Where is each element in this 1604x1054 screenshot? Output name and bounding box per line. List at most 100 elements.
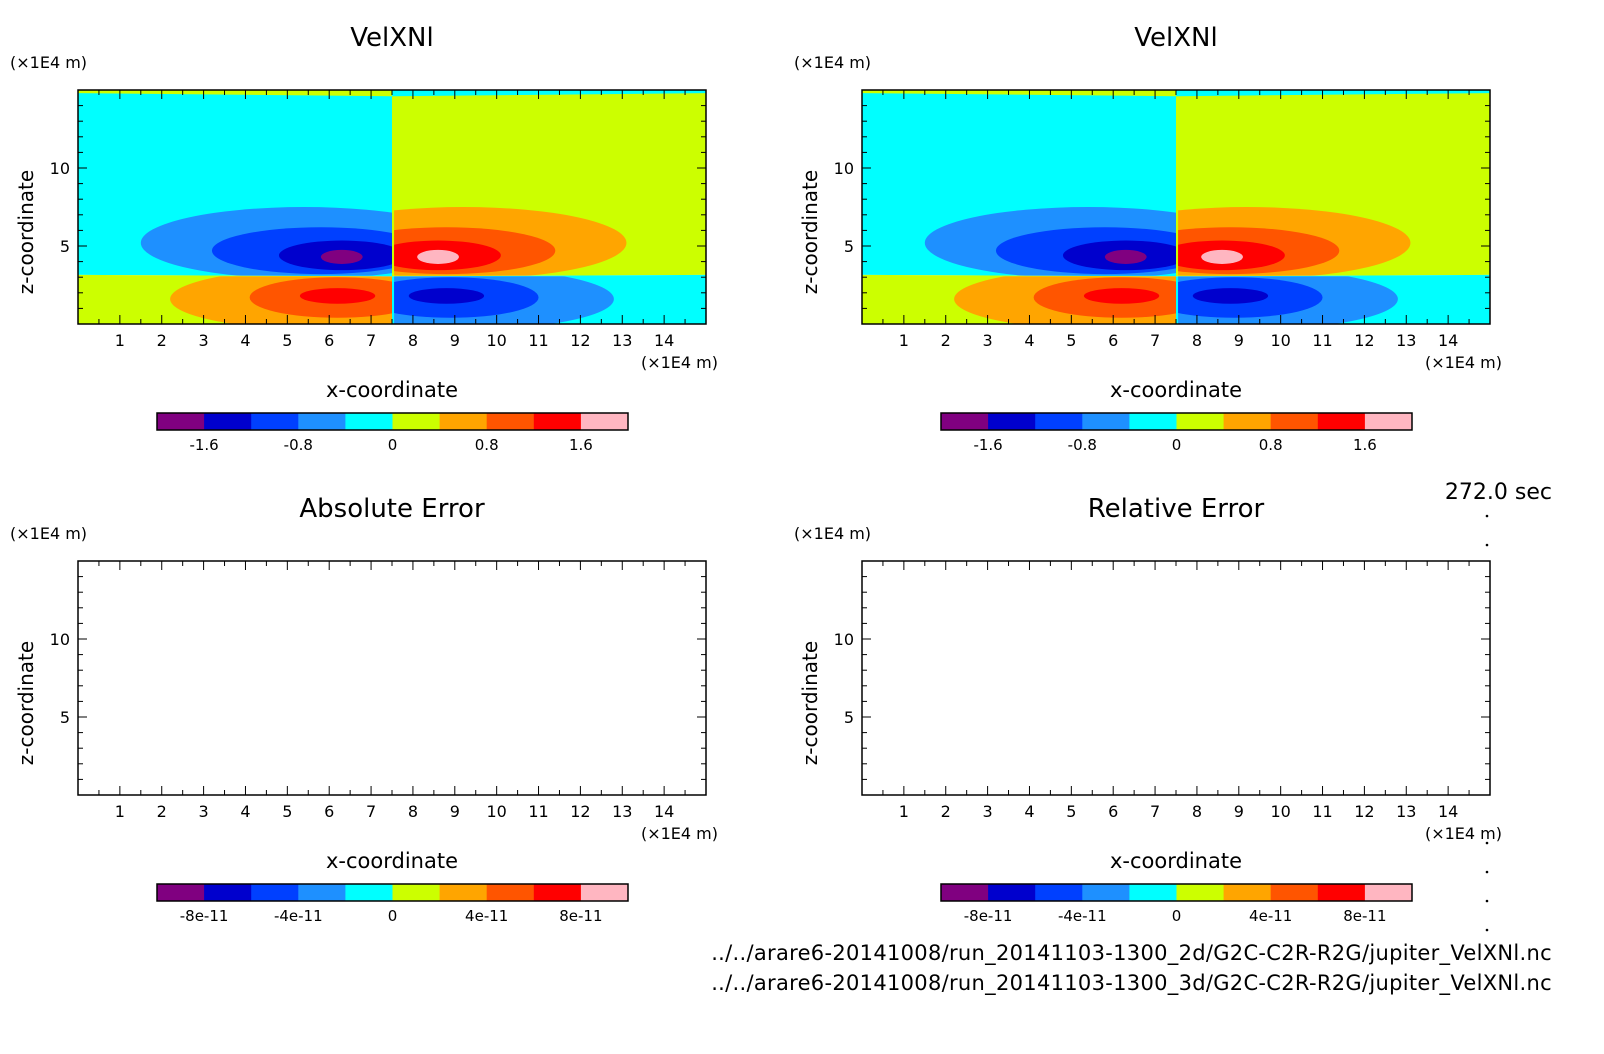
plot-frame <box>77 560 707 796</box>
x-tick-label: 8 <box>1192 331 1202 350</box>
x-tick-label: 1 <box>899 331 909 350</box>
x-tick-label: 7 <box>1150 331 1160 350</box>
margin-dot <box>1485 841 1489 845</box>
contour-level <box>1201 249 1243 264</box>
colorbar-frame <box>940 883 1413 902</box>
colorbar-tick-label: 1.6 <box>569 436 593 454</box>
colorbar-swatch <box>1035 413 1083 430</box>
colorbar-swatch <box>439 413 488 430</box>
y-tick-label: 5 <box>60 237 70 256</box>
colorbar-tick-label: 8e-11 <box>559 907 602 925</box>
colorbar-swatch <box>988 884 1036 901</box>
chart-panel-3: Absolute Error(×1E4 m)1 2 3 4 5 6 7 8 9 10 11 12 13 1… <box>10 494 718 925</box>
colorbar-tick-label: 0 <box>388 907 398 925</box>
y-tick-label: 10 <box>834 159 854 178</box>
contour-level <box>417 249 459 264</box>
colorbar-swatch <box>392 413 441 430</box>
y-axis-label: z-coordinate <box>14 170 38 294</box>
chart-title: VelXNl <box>350 23 433 53</box>
colorbar-swatch <box>941 884 989 901</box>
x-tick-label: 3 <box>983 802 993 821</box>
margin-dot <box>1485 899 1489 903</box>
region-top-strip-left <box>78 90 392 97</box>
x-tick-label: 10 <box>1270 331 1290 350</box>
y-tick-label: 10 <box>50 630 70 649</box>
colorbar-tick-label: -0.8 <box>1068 436 1097 454</box>
colorbar-swatch <box>439 884 488 901</box>
x-tick-label: 13 <box>1396 802 1416 821</box>
colorbar-swatch <box>1129 413 1177 430</box>
x-tick-label: 9 <box>450 802 460 821</box>
y-tick-label: 5 <box>844 708 854 727</box>
region-top-strip-right <box>392 90 706 97</box>
colorbar-tick-label: 4e-11 <box>1249 907 1292 925</box>
contour-level <box>320 249 363 264</box>
colorbar-tick-label: -1.6 <box>973 436 1002 454</box>
chart-panel-4: Relative Error(×1E4 m)1 2 3 4 5 6 7 8 9 10 11 12 13 1… <box>794 494 1502 925</box>
y-axis-label: z-coordinate <box>14 641 38 765</box>
y-tick-label: 10 <box>50 159 70 178</box>
x-tick-label: 9 <box>1234 331 1244 350</box>
x-tick-label: 1 <box>115 802 125 821</box>
colorbar: -8e-11 -4e-11 0 4e-11 8e-11 <box>940 883 1413 925</box>
x-tick-label: 12 <box>570 802 590 821</box>
colorbar: -8e-11 -4e-11 0 4e-11 8e-11 <box>156 883 629 925</box>
x-tick-label: 8 <box>1192 802 1202 821</box>
colorbar-swatch <box>988 413 1036 430</box>
margin-dot <box>1485 870 1489 874</box>
x-tick-label: 5 <box>1066 331 1076 350</box>
colorbar-tick-label: -4e-11 <box>1058 907 1107 925</box>
colorbar-tick-label: 0.8 <box>1259 436 1283 454</box>
footer-file-3d: ../../arare6-20141008/run_20141103-1300_… <box>711 971 1552 995</box>
x-unit-label: (×1E4 m) <box>641 353 718 372</box>
y-unit-label: (×1E4 m) <box>794 53 871 72</box>
colorbar-frame <box>156 412 629 431</box>
x-tick-label: 1 <box>899 802 909 821</box>
x-tick-label: 7 <box>366 802 376 821</box>
colorbar-tick-label: 1.6 <box>1353 436 1377 454</box>
colorbar-swatch <box>345 884 393 901</box>
colorbar-swatch <box>298 884 346 901</box>
colorbar-swatch <box>157 884 205 901</box>
footer-file-2d: ../../arare6-20141008/run_20141103-1300_… <box>711 941 1552 965</box>
x-tick-label: 12 <box>1354 802 1374 821</box>
colorbar-tick-label: -4e-11 <box>274 907 323 925</box>
x-tick-label: 7 <box>366 331 376 350</box>
x-tick-label: 2 <box>157 331 167 350</box>
x-tick-label: 10 <box>486 802 506 821</box>
x-tick-label: 14 <box>1438 331 1458 350</box>
colorbar-tick-label: 8e-11 <box>1343 907 1386 925</box>
colorbar-tick-label: 0 <box>388 436 398 454</box>
x-tick-label: 6 <box>324 802 334 821</box>
colorbar-tick-label: -8e-11 <box>180 907 229 925</box>
plot-frame <box>861 560 1491 796</box>
colorbar-tick-label: 0 <box>1172 907 1182 925</box>
colorbar-swatch <box>1035 884 1083 901</box>
colorbar-swatch <box>1129 884 1177 901</box>
colorbar-swatch <box>533 884 582 901</box>
colorbar-swatch <box>1270 884 1319 901</box>
x-tick-label: 14 <box>654 331 674 350</box>
y-unit-label: (×1E4 m) <box>10 524 87 543</box>
colorbar-swatch <box>1364 413 1413 430</box>
colorbar: -1.6 -0.8 0 0.8 1.6 <box>940 412 1413 454</box>
x-unit-label: (×1E4 m) <box>641 824 718 843</box>
x-tick-label: 7 <box>1150 802 1160 821</box>
colorbar-swatch <box>1364 884 1413 901</box>
contour-level <box>1192 288 1269 304</box>
x-tick-label: 5 <box>282 331 292 350</box>
x-tick-label: 13 <box>612 802 632 821</box>
colorbar-swatch <box>486 413 535 430</box>
colorbar-swatch <box>1082 413 1130 430</box>
x-tick-label: 9 <box>450 331 460 350</box>
y-unit-label: (×1E4 m) <box>794 524 871 543</box>
contour-level <box>1104 249 1147 264</box>
x-tick-label: 13 <box>612 331 632 350</box>
chart-panel-2: VelXNl(×1E4 m)1 2 3 4 5 6 7 8 9 10 11 12 13 14510(×1E… <box>794 23 1502 454</box>
x-tick-label: 3 <box>199 802 209 821</box>
y-tick-label: 5 <box>60 708 70 727</box>
y-axis-label: z-coordinate <box>798 170 822 294</box>
colorbar-swatch <box>1223 884 1272 901</box>
margin-dot <box>1485 514 1489 518</box>
y-tick-label: 10 <box>834 630 854 649</box>
